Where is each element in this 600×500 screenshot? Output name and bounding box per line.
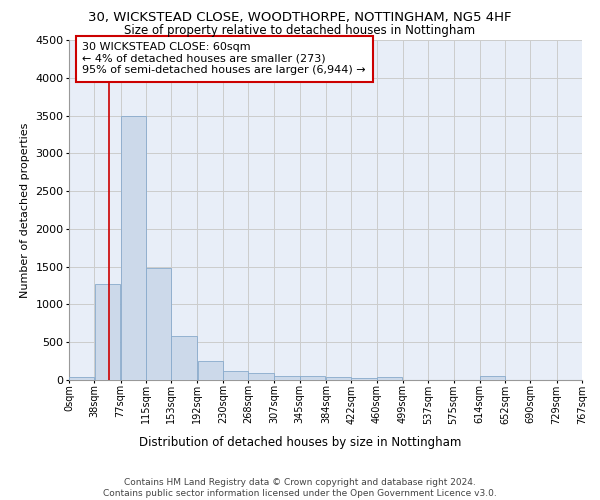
Bar <box>248 373 274 380</box>
Bar <box>223 371 248 380</box>
Bar <box>377 376 402 380</box>
Bar <box>69 377 94 380</box>
Bar <box>95 284 120 380</box>
Bar <box>480 376 505 380</box>
Text: 30 WICKSTEAD CLOSE: 60sqm
← 4% of detached houses are smaller (273)
95% of semi-: 30 WICKSTEAD CLOSE: 60sqm ← 4% of detach… <box>82 42 366 76</box>
Bar <box>197 362 223 380</box>
Text: Contains HM Land Registry data © Crown copyright and database right 2024.
Contai: Contains HM Land Registry data © Crown c… <box>103 478 497 498</box>
Y-axis label: Number of detached properties: Number of detached properties <box>20 122 30 298</box>
Text: 30, WICKSTEAD CLOSE, WOODTHORPE, NOTTINGHAM, NG5 4HF: 30, WICKSTEAD CLOSE, WOODTHORPE, NOTTING… <box>88 11 512 24</box>
Text: Size of property relative to detached houses in Nottingham: Size of property relative to detached ho… <box>124 24 476 37</box>
Bar <box>300 376 325 380</box>
Bar <box>172 336 197 380</box>
Text: Distribution of detached houses by size in Nottingham: Distribution of detached houses by size … <box>139 436 461 449</box>
Bar <box>146 268 171 380</box>
Bar <box>121 116 146 380</box>
Bar <box>352 378 377 380</box>
Bar <box>326 376 351 380</box>
Bar <box>274 376 299 380</box>
